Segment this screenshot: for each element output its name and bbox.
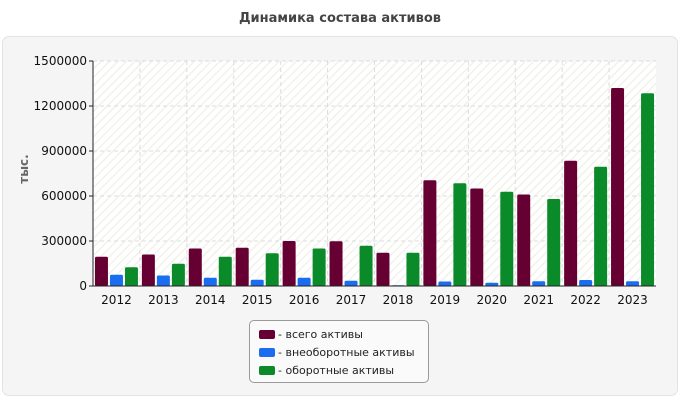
bar: [109, 274, 123, 286]
bar: [594, 166, 608, 286]
y-tick-label: 0: [79, 279, 87, 293]
bar: [94, 256, 108, 286]
bar: [611, 88, 625, 286]
bar: [500, 191, 514, 286]
legend: - всего активы - внеоборотные активы - о…: [249, 320, 429, 383]
bar: [453, 183, 467, 286]
bar: [376, 252, 390, 286]
y-tick-label: 1500000: [34, 54, 87, 68]
grid-lines: [93, 60, 656, 286]
bar: [470, 188, 484, 286]
bar: [312, 248, 326, 286]
bar: [626, 281, 640, 286]
x-tick-label: 2022: [570, 293, 601, 307]
x-tick-label: 2016: [289, 293, 320, 307]
bar: [235, 247, 249, 286]
x-tick-labels: 2012 2013 2014 2015 2016 2017 2018 2019 2020 2021…: [101, 293, 648, 307]
x-tick-label: 2013: [148, 293, 179, 307]
x-tick-label: 2018: [383, 293, 414, 307]
x-tick-label: 2017: [336, 293, 367, 307]
bar: [297, 277, 311, 286]
bar: [517, 194, 531, 286]
y-tick-label: 1200000: [34, 99, 87, 113]
x-tick-label: 2020: [477, 293, 508, 307]
x-tick-label: 2014: [195, 293, 226, 307]
bar: [141, 254, 155, 286]
bar: [359, 245, 373, 286]
legend-label: - оборотные активы: [278, 363, 395, 377]
bar: [344, 280, 358, 286]
bar: [423, 180, 437, 286]
bar: [579, 280, 593, 286]
y-tick-label: 600000: [41, 189, 87, 203]
bar: [218, 256, 232, 286]
y-tick-label: 900000: [41, 144, 87, 158]
bar: [329, 241, 343, 286]
bar: [438, 281, 452, 286]
legend-swatch: [259, 365, 275, 375]
bar: [156, 275, 170, 286]
bar: [564, 160, 578, 286]
legend-swatch: [259, 329, 275, 339]
bar: [641, 93, 655, 286]
x-tick-label: 2015: [242, 293, 273, 307]
bar: [250, 279, 264, 286]
x-tick-label: 2023: [617, 293, 648, 307]
x-tick-label: 2021: [523, 293, 554, 307]
y-axis-label: тыс.: [17, 154, 31, 184]
bar: [547, 199, 561, 286]
axes: [92, 61, 656, 287]
bars-group: [94, 88, 655, 286]
bar: [265, 253, 279, 286]
chart-title: Динамика состава активов: [238, 11, 442, 26]
bar: [203, 277, 217, 286]
legend-swatch: [259, 347, 275, 357]
bar: [485, 282, 499, 286]
bar: [124, 267, 138, 286]
bar: [532, 281, 546, 286]
y-tick-label: 300000: [41, 234, 87, 248]
legend-label: - всего активы: [278, 327, 363, 341]
y-tick-labels: 0 300000 600000 900000 1200000 1500000: [34, 54, 93, 293]
legend-item-total-assets: - всего активы: [259, 325, 428, 343]
legend-label: - внеоборотные активы: [278, 345, 415, 359]
legend-item-current-assets: - оборотные активы: [259, 361, 428, 379]
bar: [282, 241, 296, 286]
bar: [171, 263, 185, 286]
bar: [406, 252, 420, 286]
x-tick-label: 2012: [101, 293, 132, 307]
x-tick-label: 2019: [430, 293, 461, 307]
legend-item-noncurrent-assets: - внеоборотные активы: [259, 343, 428, 361]
bar: [188, 248, 202, 286]
